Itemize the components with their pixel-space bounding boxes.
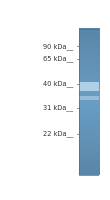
Bar <box>79 96 99 100</box>
Text: 31 kDa__: 31 kDa__ <box>43 105 73 111</box>
Bar <box>79 29 99 175</box>
Bar <box>79 82 99 91</box>
Text: 40 kDa__: 40 kDa__ <box>43 81 73 87</box>
Text: 22 kDa__: 22 kDa__ <box>43 131 73 137</box>
Text: 90 kDa__: 90 kDa__ <box>43 43 73 50</box>
Text: 65 kDa__: 65 kDa__ <box>43 55 73 62</box>
